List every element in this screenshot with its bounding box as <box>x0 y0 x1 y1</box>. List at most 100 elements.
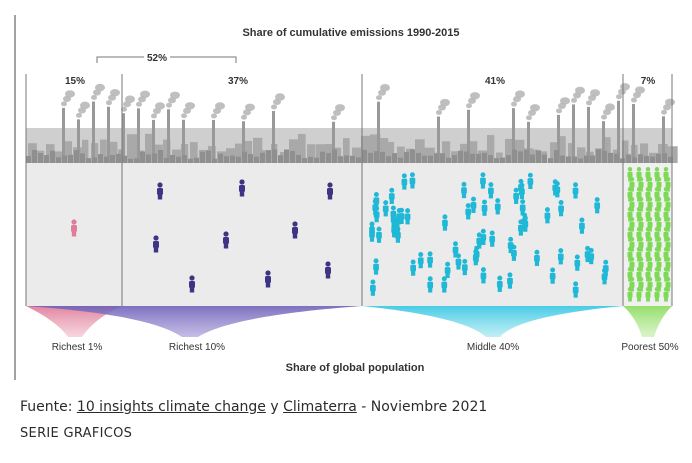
building-icon <box>518 151 523 163</box>
person-icon <box>544 207 551 224</box>
chimney-icon <box>527 121 530 163</box>
building-icon <box>98 154 103 163</box>
building-icon <box>158 149 163 163</box>
person-icon <box>292 221 298 239</box>
building-icon <box>82 139 89 163</box>
person-icon <box>452 241 459 258</box>
smoke-icon <box>245 103 255 111</box>
building-icon <box>302 158 307 163</box>
building-icon <box>514 139 525 163</box>
building-icon <box>536 150 541 163</box>
building-icon <box>496 152 503 163</box>
building-icon <box>343 138 350 163</box>
building-icon <box>242 151 247 163</box>
smoke-icon <box>515 90 525 98</box>
smoke-icon <box>211 113 217 119</box>
link-climate-insights[interactable]: 10 insights climate change <box>76 399 266 415</box>
person-icon <box>153 235 159 253</box>
building-icon <box>398 157 403 163</box>
building-icon <box>650 156 655 163</box>
building-icon <box>506 155 511 163</box>
funnel-richest-10 <box>26 306 362 337</box>
building-icon <box>614 153 619 163</box>
person-icon <box>470 196 477 213</box>
person-icon <box>481 199 488 216</box>
building-icon <box>326 153 331 163</box>
smoke-icon <box>155 102 165 110</box>
person-icon <box>519 199 526 216</box>
smoke-icon <box>166 102 172 108</box>
series-label: SERIE GRAFICOS <box>20 426 133 441</box>
funnel-richest-1 <box>26 306 122 337</box>
chimney-icon <box>512 108 515 163</box>
building-icon <box>482 152 487 163</box>
link-climaterra[interactable]: Climaterra <box>283 399 357 415</box>
person-icon <box>461 258 468 276</box>
person-icon <box>239 179 245 197</box>
caption-prefix: Fuente: <box>20 399 77 415</box>
factory-skyline <box>26 83 678 163</box>
building-icon <box>100 139 107 163</box>
smoke-icon <box>616 94 622 100</box>
x-axis-label: Share of global population <box>286 362 425 374</box>
smoke-icon <box>586 100 592 106</box>
person-icon <box>602 259 609 277</box>
building-icon <box>212 158 217 163</box>
chimney-icon <box>662 116 665 163</box>
building-icon <box>163 139 171 163</box>
building-icon <box>206 150 211 163</box>
funnel-middle-40 <box>362 306 623 337</box>
person-icon <box>518 178 524 196</box>
building-icon <box>172 149 183 163</box>
category-label-poorest-50: Poorest 50% <box>621 342 678 353</box>
smoke-icon <box>601 114 607 120</box>
building-icon <box>668 156 673 163</box>
person-icon <box>157 182 163 200</box>
person-icon <box>427 276 434 293</box>
value-label-poorest-50: 7% <box>641 76 656 87</box>
smoke-icon <box>575 86 585 95</box>
building-icon <box>320 151 325 163</box>
category-label-richest-10: Richest 10% <box>169 342 225 353</box>
building-icon <box>182 155 187 163</box>
building-icon <box>356 157 361 163</box>
person-icon <box>410 259 417 276</box>
building-icon <box>380 151 385 163</box>
chimney-icon <box>107 106 110 163</box>
building-icon <box>476 153 481 163</box>
building-icon <box>80 153 85 163</box>
smoke-icon <box>185 102 195 110</box>
building-icon <box>361 135 372 163</box>
person-icon <box>489 230 496 247</box>
building-icon <box>92 157 97 163</box>
building-icon <box>74 150 79 163</box>
caption-suffix: - Noviembre 2021 <box>356 399 488 415</box>
building-icon <box>602 150 607 163</box>
smoke-icon <box>380 83 390 92</box>
building-icon <box>542 154 547 163</box>
smoke-icon <box>440 98 450 107</box>
person-icon <box>636 286 642 302</box>
building-icon <box>464 151 469 163</box>
building-icon <box>554 150 559 163</box>
building-icon <box>307 144 316 163</box>
building-icon <box>392 153 397 163</box>
building-icon <box>416 152 421 163</box>
building-icon <box>308 156 313 163</box>
building-icon <box>127 134 138 163</box>
building-icon <box>374 151 379 163</box>
building-icon <box>146 154 151 163</box>
building-icon <box>424 147 435 163</box>
bracket-right <box>170 56 237 63</box>
chimney-icon <box>377 101 380 163</box>
person-icon <box>549 267 556 284</box>
person-icon <box>476 232 483 249</box>
building-icon <box>140 151 145 163</box>
person-icon <box>441 276 448 293</box>
building-icon <box>590 155 595 163</box>
person-icon <box>518 219 524 236</box>
building-icon <box>488 155 493 163</box>
building-icon <box>170 154 175 163</box>
smoke-icon <box>241 114 247 120</box>
building-icon <box>532 149 539 163</box>
